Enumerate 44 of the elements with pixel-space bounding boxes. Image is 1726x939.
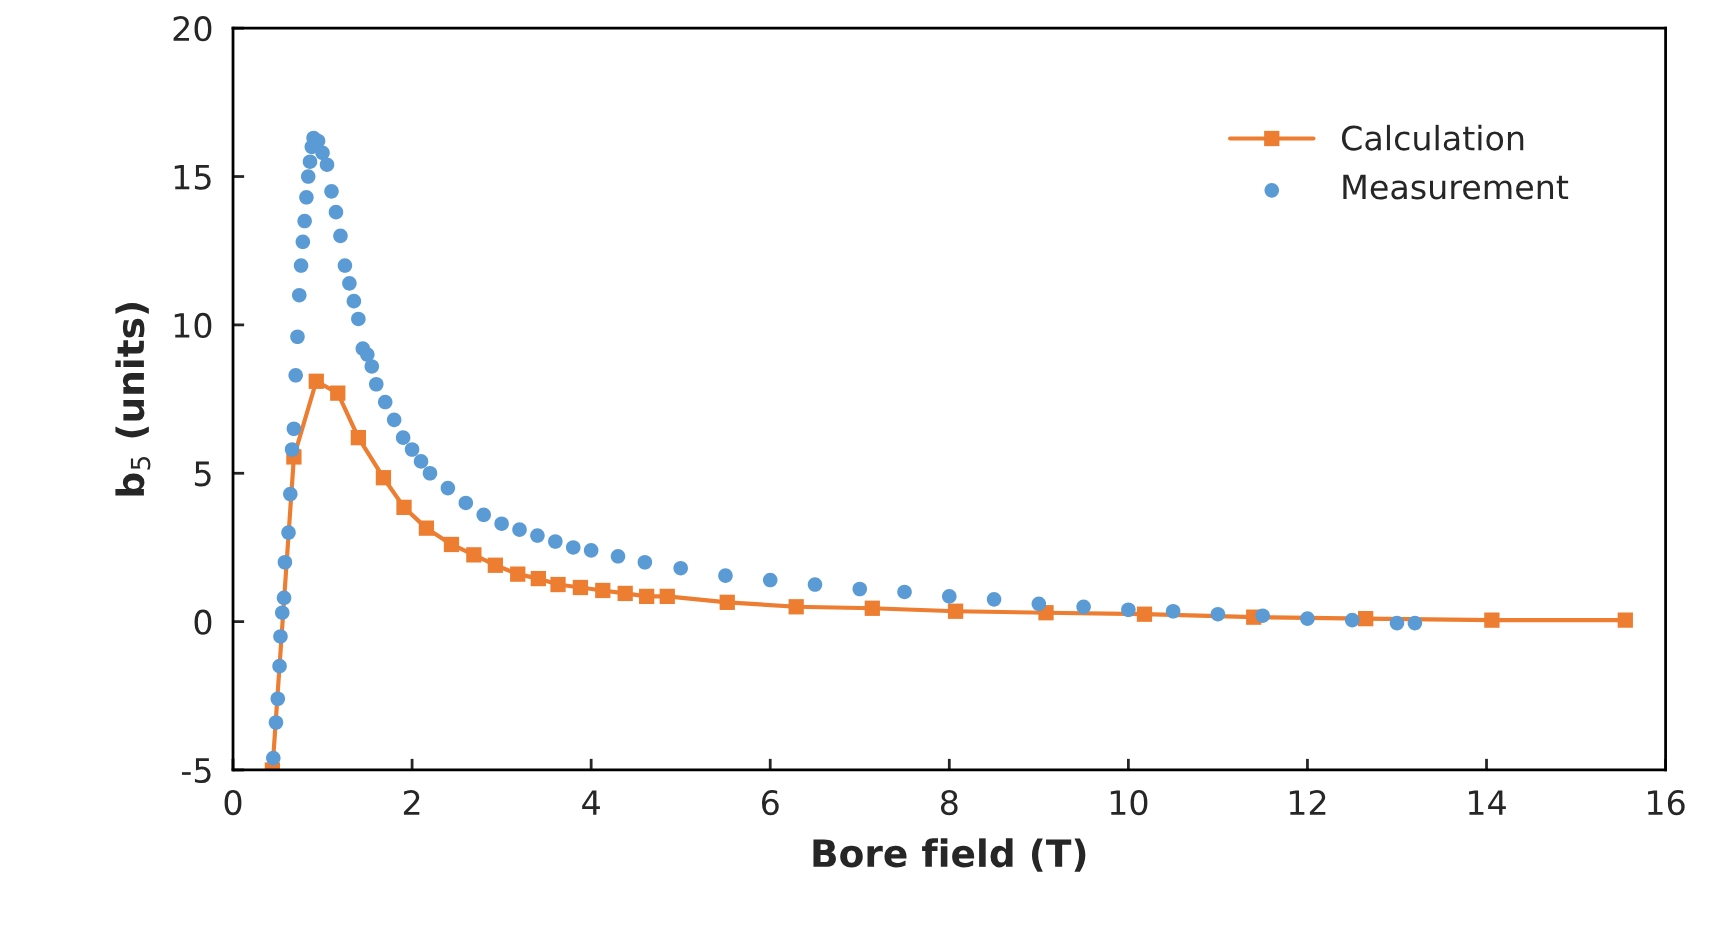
x-tick-label: 10 [1110, 790, 1148, 816]
point [487, 557, 503, 573]
point [788, 599, 804, 615]
point [330, 385, 346, 401]
y-tick-label: 10 [174, 312, 212, 339]
point [396, 499, 412, 516]
point [418, 520, 435, 536]
point [595, 582, 611, 599]
point [719, 594, 735, 610]
legend-label: Calculation [1341, 124, 1524, 151]
point [510, 566, 526, 582]
x-tick-label: 6 [761, 790, 779, 816]
point [947, 603, 964, 619]
x-axis-title: Bore field (T) [813, 838, 1086, 872]
point [550, 576, 566, 593]
point [375, 470, 392, 486]
x-tick-label: 12 [1289, 790, 1326, 815]
y-tick-label: -5 [181, 758, 211, 784]
point [572, 579, 589, 596]
point [308, 373, 324, 389]
legend-label: Measurement [1343, 174, 1569, 200]
point [1136, 606, 1153, 622]
point [659, 588, 675, 605]
y-axis-title: b$_{5}$ (units) [115, 303, 151, 496]
x-tick-label: 4 [582, 790, 600, 815]
point [639, 588, 655, 605]
point [617, 585, 633, 602]
x-tick-label: 2 [403, 790, 420, 815]
x-tick-label: 14 [1468, 790, 1506, 815]
point [1358, 611, 1374, 627]
y-tick-label: 0 [194, 609, 212, 635]
point [1484, 612, 1500, 628]
x-tick-label: 16 [1648, 790, 1685, 816]
x-tick-label: 0 [224, 790, 242, 816]
x-tick-label: 8 [940, 790, 958, 816]
point [466, 547, 482, 563]
point [350, 430, 366, 446]
point [443, 536, 460, 553]
point [530, 570, 546, 587]
point [1617, 612, 1633, 628]
point [864, 600, 880, 616]
y-tick-label: 15 [174, 164, 211, 190]
y-tick-label: 20 [173, 16, 212, 42]
y-tick-label: 5 [194, 461, 211, 487]
